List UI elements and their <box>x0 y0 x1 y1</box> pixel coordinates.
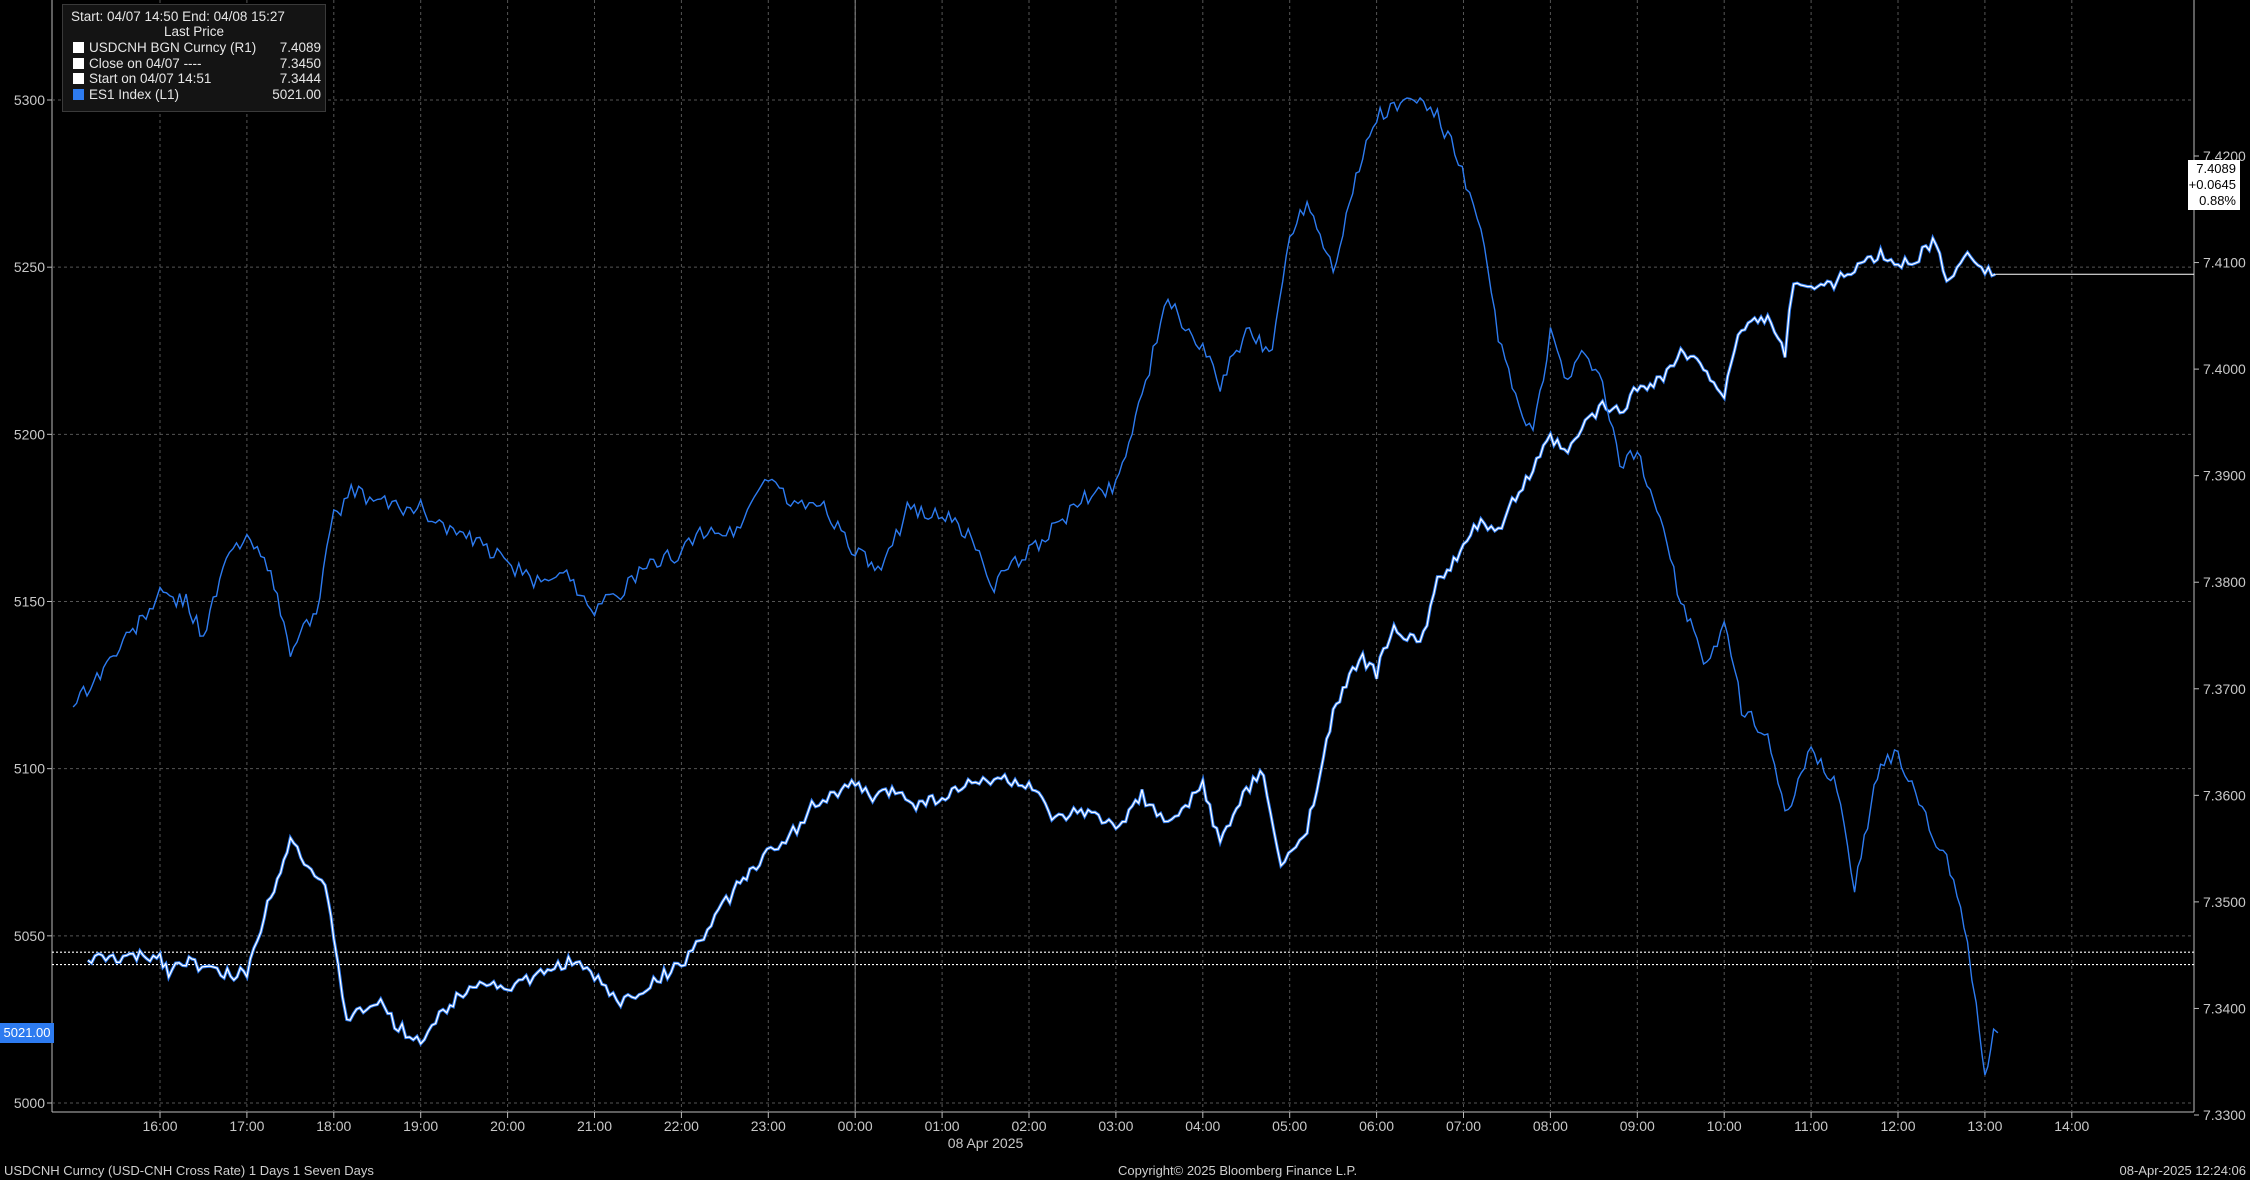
legend-row[interactable]: Start on 04/07 14:51 7.3444 <box>63 71 325 87</box>
x-tick-label: 23:00 <box>751 1118 786 1134</box>
es1-series-line <box>72 96 1999 1076</box>
usdcnh-series-line <box>87 236 1996 1045</box>
x-tick-label: 17:00 <box>229 1118 264 1134</box>
right-tick-label: 7.3500 <box>2203 894 2246 910</box>
legend-row[interactable]: Close on 04/07 ---- 7.3450 <box>63 56 325 72</box>
legend-column-header: Last Price <box>163 24 225 39</box>
x-tick-label: 18:00 <box>316 1118 351 1134</box>
legend-swatch <box>73 73 84 85</box>
x-tick-label: 10:00 <box>1707 1118 1742 1134</box>
x-axis: 16:00 17:00 18:00 19:00 20:00 21:00 22:00 23:00… <box>142 1112 2090 1151</box>
legend-value: 7.4089 <box>279 40 321 56</box>
left-tick-label: 5250 <box>14 259 45 275</box>
x-tick-label: 11:00 <box>1794 1118 1828 1134</box>
x-tick-label: 03:00 <box>1098 1118 1133 1134</box>
chart-legend[interactable]: Start: 04/07 14:50 End: 04/08 15:27 Last… <box>62 4 326 112</box>
footer-security: USDCNH Curncy (USD-CNH Cross Rate) 1 Day… <box>4 1163 374 1178</box>
series-layer <box>72 96 2194 1076</box>
x-tick-label: 16:00 <box>142 1118 177 1134</box>
chart-grid <box>51 0 2195 1113</box>
x-tick-label: 00:00 <box>838 1118 873 1134</box>
right-tick-label: 7.3900 <box>2203 468 2246 484</box>
x-tick-label: 09:00 <box>1620 1118 1655 1134</box>
right-tick-label: 7.4100 <box>2203 255 2246 271</box>
date-label: 08 Apr 2025 <box>948 1135 1024 1151</box>
legend-row[interactable]: ES1 Index (L1) 5021.00 <box>63 87 325 103</box>
x-tick-label: 14:00 <box>2054 1118 2089 1134</box>
legend-range: Start: 04/07 14:50 End: 04/08 15:27 <box>71 9 285 24</box>
last-price-box: 7.4089 +0.0645 0.88% <box>2188 160 2240 210</box>
x-tick-label: 12:00 <box>1880 1118 1915 1134</box>
legend-value: 5021.00 <box>272 86 321 102</box>
reference-lines <box>52 951 2194 966</box>
legend-row[interactable]: USDCNH BGN Curncy (R1) 7.4089 <box>63 40 325 56</box>
left-tick-label: 5100 <box>14 761 45 777</box>
left-tick-label: 5200 <box>14 426 45 442</box>
last-price-change: +0.0645 <box>2188 177 2236 192</box>
left-axis-last-value: 5021.00 <box>0 1023 54 1043</box>
legend-label: ES1 Index (L1) <box>89 86 180 102</box>
left-tick-label: 5050 <box>14 928 45 944</box>
x-tick-label: 02:00 <box>1011 1118 1046 1134</box>
last-price-pct: 0.88% <box>2199 193 2236 208</box>
legend-swatch <box>73 57 84 69</box>
left-axis: 5000 5050 5100 5150 5200 5250 5300 <box>14 92 52 1111</box>
x-tick-label: 19:00 <box>403 1118 438 1134</box>
usdcnh-series-shadow <box>86 233 1996 1047</box>
x-tick-label: 22:00 <box>664 1118 699 1134</box>
legend-swatch <box>73 88 84 100</box>
x-tick-label: 08:00 <box>1533 1118 1568 1134</box>
legend-label: Start on 04/07 14:51 <box>89 71 212 87</box>
legend-label: USDCNH BGN Curncy (R1) <box>89 40 257 56</box>
left-tick-label: 5000 <box>14 1095 45 1111</box>
legend-value: 7.3444 <box>279 71 321 87</box>
legend-value: 7.3450 <box>279 55 321 71</box>
x-tick-label: 05:00 <box>1272 1118 1307 1134</box>
right-tick-label: 7.3700 <box>2203 681 2246 697</box>
footer-copyright: Copyright© 2025 Bloomberg Finance L.P. <box>1118 1163 1358 1178</box>
right-tick-label: 7.3300 <box>2203 1107 2246 1123</box>
x-tick-label: 06:00 <box>1359 1118 1394 1134</box>
footer-timestamp: 08-Apr-2025 12:24:06 <box>2119 1163 2246 1178</box>
left-tick-label: 5300 <box>14 92 45 108</box>
legend-swatch <box>73 42 84 54</box>
legend-label: Close on 04/07 ---- <box>89 55 202 71</box>
x-tick-label: 04:00 <box>1185 1118 1220 1134</box>
right-axis: 7.3300 7.3400 7.3500 7.3600 7.3700 7.3800 7.39… <box>2194 148 2246 1123</box>
x-tick-label: 20:00 <box>490 1118 525 1134</box>
x-tick-label: 13:00 <box>1967 1118 2002 1134</box>
right-tick-label: 7.4000 <box>2203 361 2246 377</box>
x-tick-label: 01:00 <box>925 1118 960 1134</box>
left-tick-label: 5150 <box>14 594 45 610</box>
last-price-value: 7.4089 <box>2196 161 2236 176</box>
x-tick-label: 07:00 <box>1446 1118 1481 1134</box>
x-tick-label: 21:00 <box>577 1118 612 1134</box>
right-tick-label: 7.3400 <box>2203 1000 2246 1016</box>
right-tick-label: 7.3600 <box>2203 787 2246 803</box>
right-tick-label: 7.3800 <box>2203 574 2246 590</box>
